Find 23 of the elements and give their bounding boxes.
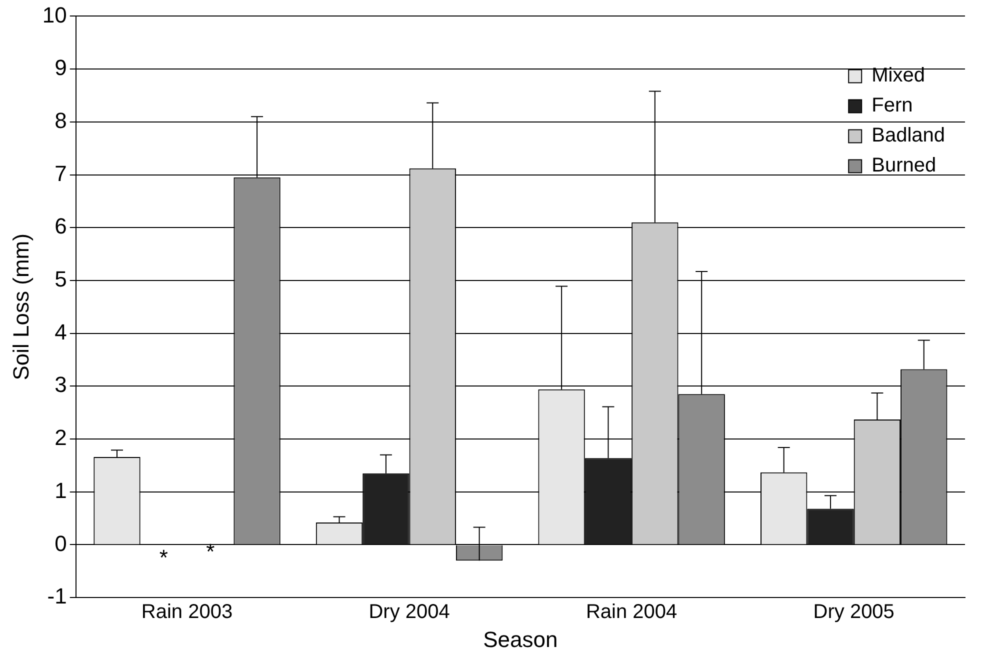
- y-tick-label: 0: [54, 530, 67, 556]
- y-tick-label: 4: [54, 319, 67, 344]
- y-tick-label: 2: [54, 425, 67, 450]
- legend-label: Badland: [872, 124, 946, 147]
- y-tick-label: 5: [54, 266, 67, 292]
- y-tick-label: 6: [54, 214, 67, 239]
- y-tick-label: 10: [42, 2, 67, 28]
- x-tick-label: Dry 2005: [813, 601, 894, 624]
- y-tick-label: 1: [54, 478, 67, 503]
- legend-label: Mixed: [872, 64, 925, 87]
- x-axis-title: Season: [483, 626, 558, 652]
- x-tick-label: Rain 2004: [586, 601, 678, 624]
- y-axis-title: Soil Loss (mm): [8, 234, 34, 380]
- x-tick-label: Dry 2004: [368, 601, 450, 624]
- x-tick-label: Rain 2003: [141, 601, 233, 624]
- y-tick-label: 3: [54, 372, 67, 398]
- y-tick-label: 7: [54, 160, 67, 186]
- annotation: *: [159, 544, 168, 570]
- y-tick-label: 9: [54, 55, 67, 80]
- legend-label: Burned: [872, 154, 936, 177]
- legend-label: Fern: [872, 94, 913, 117]
- y-tick-label: -1: [47, 584, 67, 609]
- y-tick-label: 8: [54, 108, 67, 133]
